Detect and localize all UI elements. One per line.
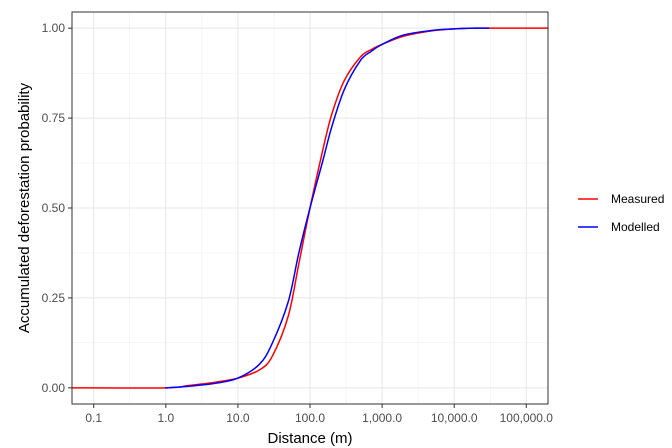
- y-axis: 0.00 0.25 0.50 0.75 1.00: [42, 21, 72, 395]
- y-tick-label: 1.00: [42, 21, 66, 35]
- y-tick-label: 0.25: [42, 291, 66, 305]
- x-tick-label: 100.0: [295, 411, 325, 425]
- legend-label-modelled: Modelled: [611, 220, 660, 234]
- x-axis: 0.1 1.0 10.0 100.0 1,000.0 10,000.0 100,000.0: [85, 404, 553, 425]
- y-tick-label: 0.00: [42, 381, 66, 395]
- x-tick-label: 0.1: [85, 411, 102, 425]
- legend: Measured Modelled: [578, 192, 664, 234]
- series-layer: [71, 27, 549, 389]
- x-axis-title: Distance (m): [267, 430, 352, 447]
- y-axis-title: Accumulated deforestation probability: [16, 82, 33, 333]
- x-tick-label: 1,000.0: [362, 411, 402, 425]
- x-tick-label: 1.0: [157, 411, 174, 425]
- x-tick-label: 10.0: [226, 411, 250, 425]
- x-tick-label: 100,000.0: [500, 411, 554, 425]
- series-line-modelled: [165, 27, 490, 389]
- y-tick-label: 0.75: [42, 111, 66, 125]
- y-tick-label: 0.50: [42, 201, 66, 215]
- legend-label-measured: Measured: [611, 192, 664, 206]
- x-tick-label: 10,000.0: [431, 411, 478, 425]
